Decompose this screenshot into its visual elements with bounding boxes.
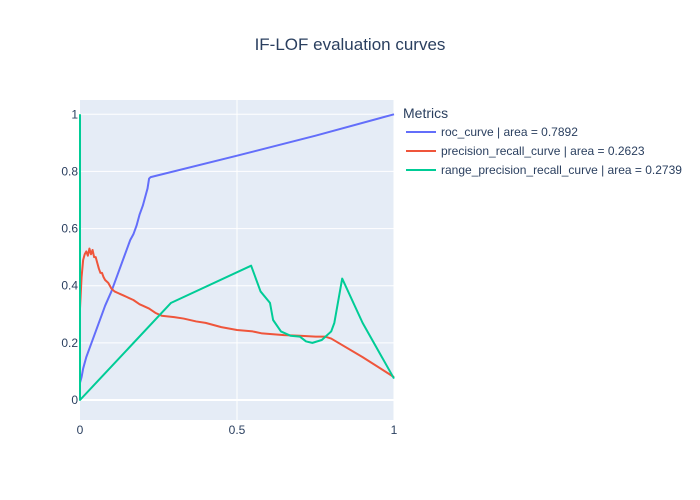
y-tick-label: 1 — [71, 107, 78, 121]
y-tick-label: 0.2 — [61, 336, 78, 350]
series-line-0[interactable] — [79, 113, 395, 400]
x-tick-label: 1 — [391, 423, 398, 437]
y-axis-ticks: 0 0.2 0.4 0.6 0.8 1 — [61, 107, 78, 407]
legend-item-2[interactable]: range_precision_recall_curve | area = 0.… — [406, 163, 682, 177]
x-tick-label: 0 — [77, 423, 84, 437]
chart-title: IF-LOF evaluation curves — [255, 35, 446, 54]
y-tick-label: 0.8 — [61, 164, 78, 178]
legend-item-0[interactable]: roc_curve | area = 0.7892 — [406, 125, 578, 139]
legend-label: precision_recall_curve | area = 0.2623 — [441, 144, 645, 158]
legend-label: roc_curve | area = 0.7892 — [441, 125, 578, 139]
x-tick-label: 0.5 — [229, 423, 246, 437]
series-layer — [79, 113, 395, 401]
legend[interactable]: Metrics roc_curve | area = 0.7892 precisi… — [403, 105, 682, 177]
series-line-1[interactable] — [79, 247, 395, 378]
legend-label: range_precision_recall_curve | area = 0.… — [441, 163, 682, 177]
legend-title: Metrics — [403, 105, 448, 121]
legend-item-1[interactable]: precision_recall_curve | area = 0.2623 — [406, 144, 645, 158]
series-line-2[interactable] — [79, 114, 395, 401]
x-axis-ticks: 0 0.5 1 — [77, 423, 398, 437]
y-tick-label: 0.6 — [61, 222, 78, 236]
y-tick-label: 0 — [71, 393, 78, 407]
y-tick-label: 0.4 — [61, 279, 78, 293]
